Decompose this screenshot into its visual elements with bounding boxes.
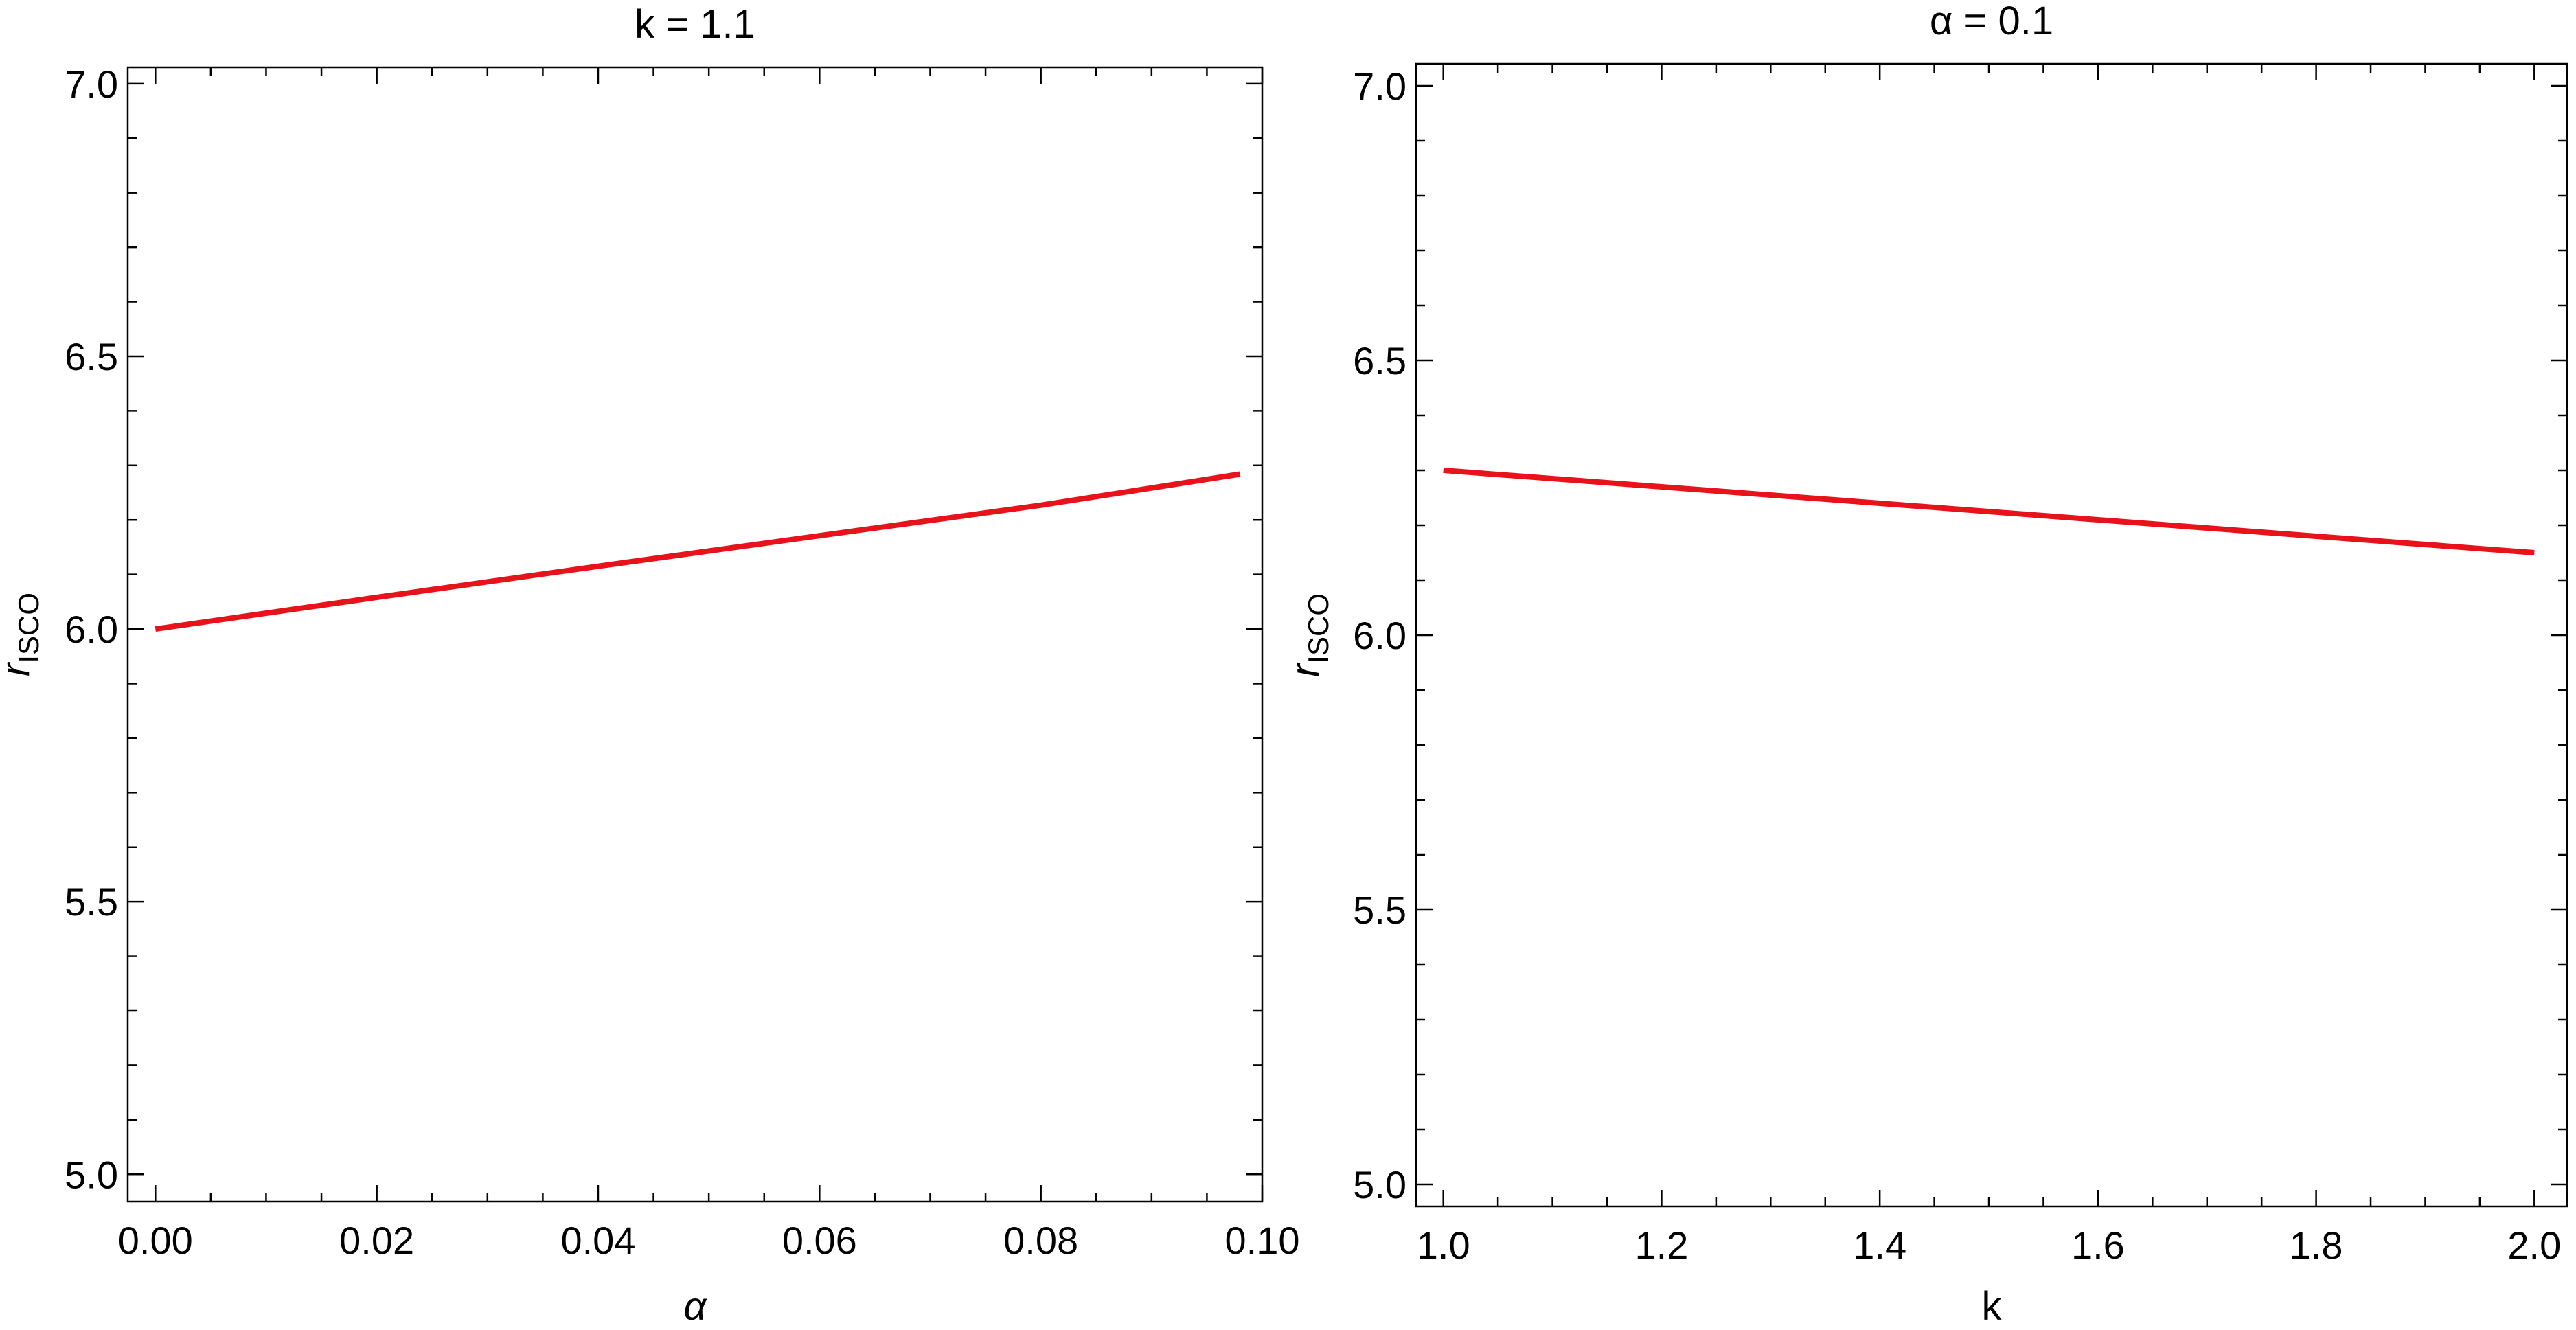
y-tick-label: 5.0: [65, 1153, 118, 1196]
chart-title: k = 1.1: [635, 2, 755, 47]
x-tick-label: 0.08: [1003, 1219, 1078, 1262]
series-line-1: [155, 471, 1241, 632]
x-tick-label: 2.0: [2507, 1224, 2561, 1267]
y-axis-label-subscript: ISCO: [12, 593, 45, 663]
x-tick-label: 1.4: [1853, 1224, 1906, 1267]
y-tick-label: 6.5: [65, 335, 118, 378]
plot-frame: [126, 66, 1264, 1203]
y-axis-label: rISCO: [0, 593, 45, 676]
panel-2: 1.0 1.2 1.4 1.6 1.8 2.0 5.0 5.5 6.0 6.5 7.0 α = 0.1…: [1283, 0, 2568, 1329]
y-tick-label: 5.5: [1353, 888, 1406, 932]
y-tick-label: 6.0: [65, 608, 118, 651]
x-tick-label: 1.2: [1635, 1224, 1689, 1267]
y-tick-label: 5.0: [1353, 1163, 1406, 1206]
y-axis-label: rISCO: [1283, 593, 1334, 677]
plot-frame: [1415, 62, 2568, 1208]
y-axis-label-subscript: ISCO: [1302, 593, 1334, 664]
x-tick-label: 0.06: [782, 1219, 857, 1262]
y-axis-label-main: r: [0, 661, 38, 676]
y-tick-label: 7.0: [65, 62, 118, 106]
x-tick-label: 0.00: [118, 1219, 193, 1262]
x-tick-label: 1.6: [2071, 1224, 2125, 1267]
x-tick-label: 1.0: [1417, 1224, 1470, 1267]
x-axis-label: k: [1982, 1284, 2003, 1329]
x-tick-label: 0.02: [339, 1219, 414, 1262]
x-axis-label: α: [683, 1284, 707, 1329]
y-tick-label: 7.0: [1353, 65, 1406, 108]
series-line-1: [1443, 468, 2535, 555]
y-tick-label: 6.5: [1353, 339, 1406, 382]
x-tick-label: 0.04: [560, 1219, 635, 1262]
y-tick-label: 5.5: [65, 880, 118, 924]
y-tick-label: 6.0: [1353, 614, 1406, 657]
panel-1: 0.00 0.02 0.04 0.06 0.08 0.10 5.0 5.5 6.0 6.5 7.0 k…: [0, 2, 1300, 1329]
x-tick-label: 1.8: [2290, 1224, 2343, 1267]
y-axis-label-main: r: [1283, 662, 1327, 677]
chart-title: α = 0.1: [1930, 0, 2053, 43]
x-tick-label: 0.10: [1225, 1219, 1300, 1262]
